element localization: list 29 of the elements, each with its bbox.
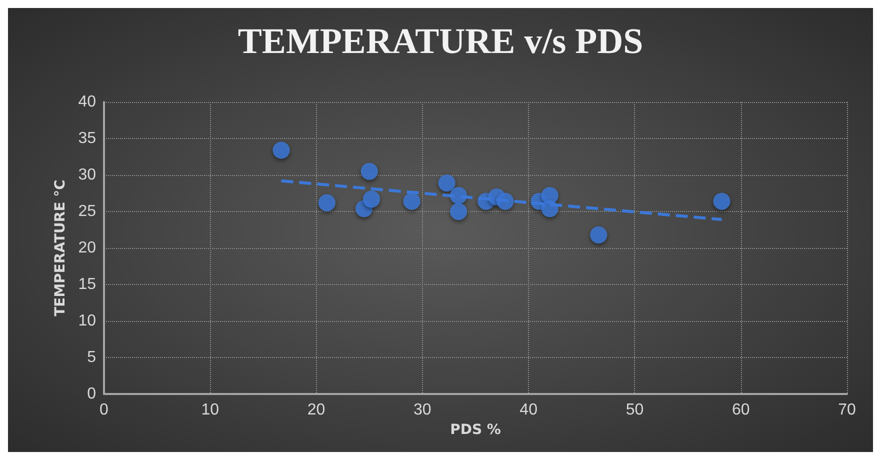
x-tick-label: 10	[201, 402, 220, 418]
y-tick-label: 5	[87, 349, 96, 366]
y-tick-label: 15	[78, 276, 96, 293]
y-tick-label: 35	[78, 130, 96, 147]
chart-title: TEMPERATURE v/s PDS	[238, 21, 644, 61]
y-axis-title: TEMPERATURE °C	[52, 180, 68, 316]
point	[360, 162, 378, 180]
y-tick-label: 25	[78, 203, 96, 220]
point	[318, 194, 336, 212]
y-tick-label: 20	[78, 240, 96, 256]
x-tick-label: 40	[520, 402, 538, 418]
x-tick-label: 50	[626, 402, 644, 418]
point	[713, 192, 730, 210]
point	[590, 226, 608, 244]
point	[438, 174, 456, 192]
point	[362, 190, 380, 208]
x-tick-label: 20	[307, 402, 326, 418]
y-tick-label: 30	[78, 166, 96, 184]
x-axis-title: PDS %	[450, 422, 501, 438]
x-tick-label: 60	[732, 402, 750, 418]
y-tick-label: 10	[78, 312, 96, 330]
y-tick-label: 40	[78, 94, 96, 110]
x-tick-label: 70	[838, 402, 856, 418]
point	[403, 192, 420, 210]
y-tick-label: 0	[87, 386, 96, 402]
point	[450, 203, 468, 220]
x-tick-label: 30	[414, 402, 432, 418]
x-tick-label: 0	[100, 402, 109, 418]
point	[272, 142, 290, 159]
